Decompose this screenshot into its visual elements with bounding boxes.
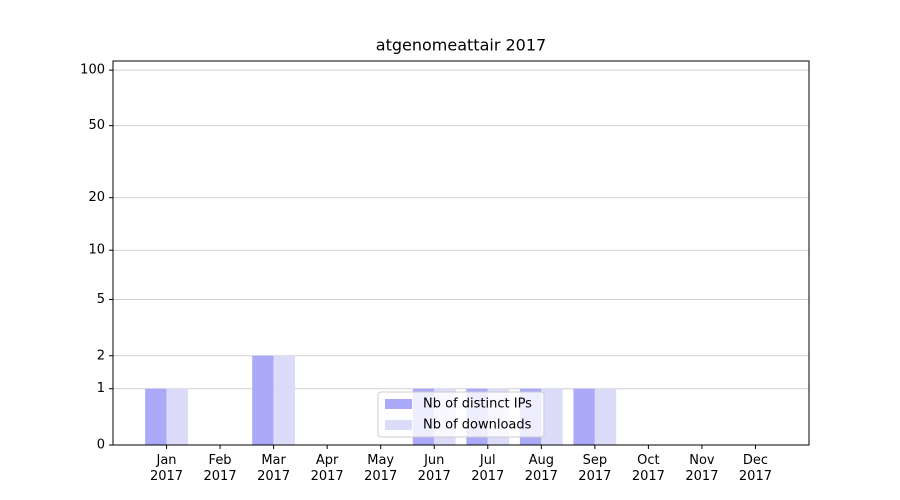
legend: Nb of distinct IPs Nb of downloads [377,391,545,438]
x-tick-label: Jul 2017 [471,453,505,484]
y-tick-label: 20 [88,190,105,205]
y-tick-label: 2 [97,348,105,363]
bar [594,388,617,445]
bar [252,355,274,445]
legend-swatch [385,399,412,409]
legend-swatch [385,420,412,430]
chart-title: atgenomeattair 2017 [376,36,546,55]
x-tick-label: Feb 2017 [203,453,237,484]
x-tick-label: Mar 2017 [257,453,291,484]
x-tick-label: Jun 2017 [417,453,451,484]
y-tick-label: 1 [97,381,105,396]
legend-label: Nb of distinct IPs [423,397,532,412]
x-tick-label: Dec 2017 [738,453,772,484]
x-tick-label: Sep 2017 [578,453,612,484]
x-tick-label: Aug 2017 [524,453,558,484]
bar [541,388,563,445]
bar [166,388,188,445]
y-tick-label: 5 [97,292,105,307]
bar [573,388,595,445]
x-tick-label: Oct 2017 [631,453,665,484]
x-tick-label: Apr 2017 [310,453,344,484]
y-tick-label: 100 [80,63,105,78]
x-tick-label: Jan 2017 [149,453,184,484]
x-tick-label: May 2017 [364,453,398,484]
x-tick-label: Nov 2017 [685,453,719,484]
bar [273,355,296,445]
legend-label: Nb of downloads [423,418,532,433]
legend-box [377,391,545,438]
bar [145,388,167,445]
y-tick-label: 10 [88,243,105,258]
plot-frame [112,60,810,446]
y-tick-label: 50 [88,118,105,133]
y-tick-label: 0 [97,438,105,453]
